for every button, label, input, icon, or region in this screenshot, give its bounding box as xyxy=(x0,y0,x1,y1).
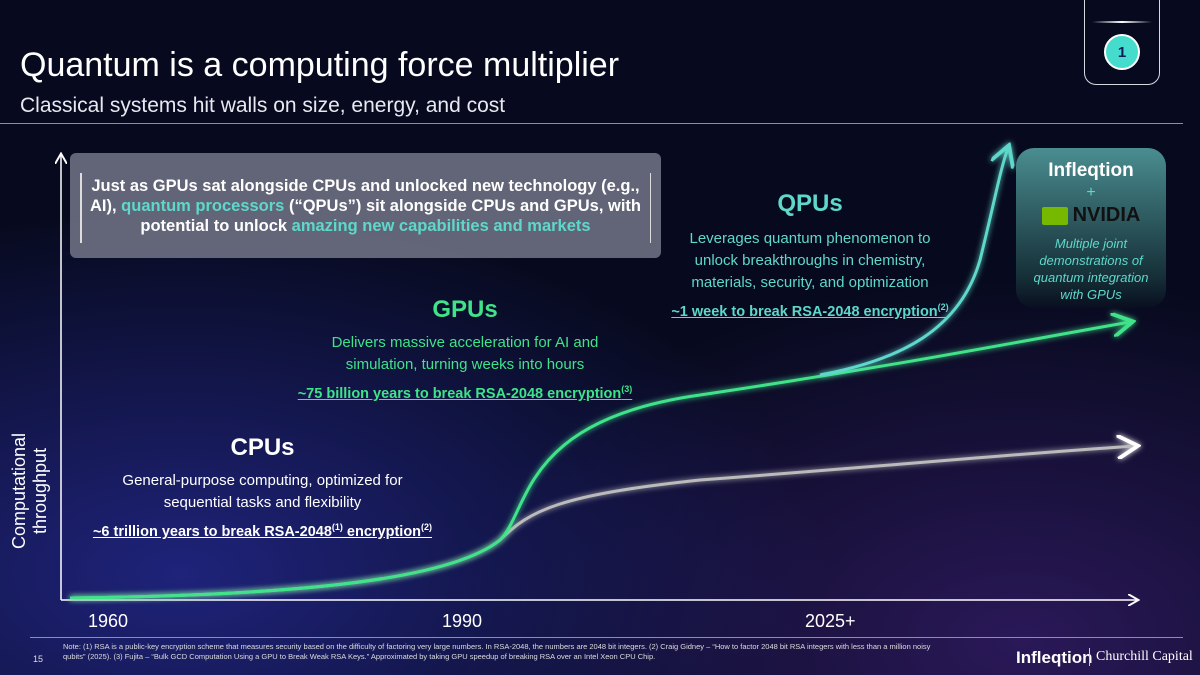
nvidia-logo: NVIDIA xyxy=(1016,204,1166,227)
qpu-stat: ~1 week to break RSA-2048 encryption(2) xyxy=(671,302,949,320)
footer-divider xyxy=(30,637,1183,638)
section-badge: 1 xyxy=(1104,34,1140,70)
cpu-title: CPUs xyxy=(230,434,295,461)
x-tick-2025: 2025+ xyxy=(805,611,856,631)
partner-text: Multiple joint demonstrations of quantum… xyxy=(1033,236,1149,302)
y-axis-label: Computational throughput xyxy=(9,432,50,550)
section-tab xyxy=(1084,0,1160,85)
gpu-stat: ~75 billion years to break RSA-2048 encr… xyxy=(297,384,633,402)
page-title: Quantum is a computing force multiplier xyxy=(20,46,620,84)
infleqtion-logo: Infleqtion xyxy=(1048,160,1134,181)
x-tick-1990: 1990 xyxy=(442,611,483,631)
page-number: 15 xyxy=(33,654,44,664)
callout-text: (“QPUs”) sit alongside CPUs and GPUs, wi… xyxy=(140,196,642,235)
partner-card: Infleqtion + NVIDIA Multiple joint demon… xyxy=(1016,148,1166,308)
gpu-title: GPUs xyxy=(432,296,498,323)
footer-infleqtion-logo: Infleqtion xyxy=(1016,648,1093,667)
divider xyxy=(0,123,1183,124)
callout-highlight: quantum processors xyxy=(121,196,285,215)
gpu-curve xyxy=(69,322,1130,600)
qpu-curve xyxy=(819,148,1008,377)
page-subtitle: Classical systems hit walls on size, ene… xyxy=(20,94,506,117)
logo-separator xyxy=(1089,648,1090,666)
gpu-desc: Delivers massive acceleration for AI and… xyxy=(331,334,599,373)
callout-box: Just as GPUs sat alongside CPUs and unlo… xyxy=(70,153,661,258)
cpu-label: CPUs General-purpose computing, optimize… xyxy=(70,434,455,540)
callout-text: Just as GPUs sat alongside CPUs and unlo… xyxy=(89,176,640,215)
footer-partner-logo: Churchill Capital xyxy=(1096,649,1193,664)
cpu-stat: ~6 trillion years to break RSA-2048(1) e… xyxy=(92,522,433,540)
nvidia-eye-icon xyxy=(1041,206,1068,225)
qpu-desc: Leverages quantum phenomenon to unlock b… xyxy=(689,230,931,291)
callout-highlight: amazing new capabilities and markets xyxy=(291,216,591,235)
tab-highlight xyxy=(1092,21,1152,23)
cpu-desc: General-purpose computing, optimized for… xyxy=(122,472,403,511)
x-tick-1960: 1960 xyxy=(88,611,129,631)
footnote: Note: (1) RSA is a public-key encryption… xyxy=(63,642,931,661)
qpu-label: QPUs Leverages quantum phenomenon to unl… xyxy=(620,190,1000,320)
plus-sign: + xyxy=(1086,184,1096,201)
qpu-title: QPUs xyxy=(777,190,843,217)
gpu-label: GPUs Delivers massive acceleration for A… xyxy=(270,296,660,402)
